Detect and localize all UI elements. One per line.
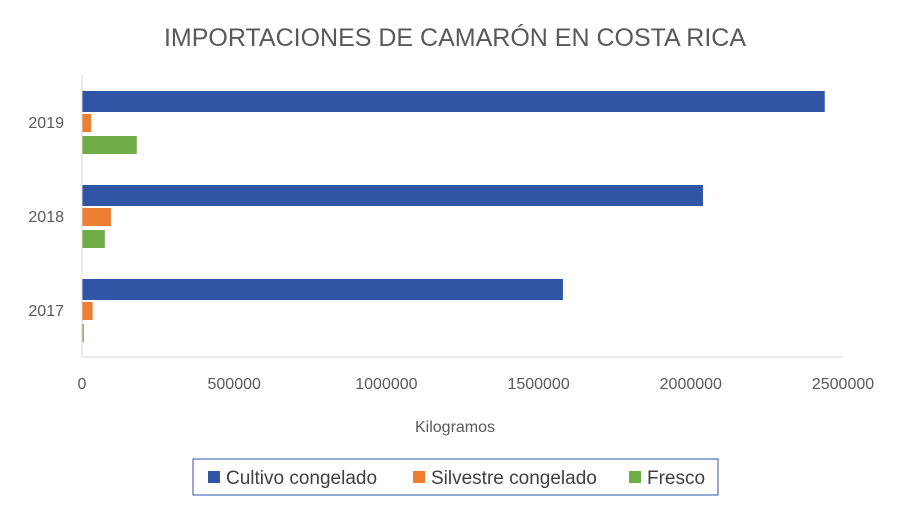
y-tick-label: 2019 (28, 115, 64, 132)
x-tick-label: 1500000 (507, 376, 569, 393)
bar-2018-fresco (82, 230, 105, 248)
legend: Cultivo congelado Silvestre congelado Fres… (192, 458, 719, 496)
bar-2019-cultivo-congelado (82, 91, 825, 112)
x-tick-label: 1000000 (355, 376, 417, 393)
bar-2019-silvestre-congelado (82, 114, 92, 132)
legend-swatch (413, 471, 425, 483)
y-tick-label: 2018 (28, 209, 64, 226)
x-tick-labels: 0 500000 1000000 1500000 2000000 2500000 (78, 376, 875, 393)
bar-2017-fresco (82, 324, 84, 342)
legend-label: Fresco (647, 468, 705, 489)
legend-swatch (208, 471, 220, 483)
chart-title: IMPORTACIONES DE CAMARÓN EN COSTA RICA (164, 23, 746, 52)
x-tick-label: 2500000 (812, 376, 874, 393)
legend-label: Cultivo congelado (226, 468, 377, 489)
legend-swatch (629, 471, 641, 483)
bar-2017-cultivo-congelado (82, 279, 563, 300)
bar-2018-silvestre-congelado (82, 208, 111, 226)
y-tick-label: 2017 (28, 303, 64, 320)
x-tick-label: 500000 (208, 376, 261, 393)
y-tick-labels: 2019 2018 2017 (28, 115, 64, 320)
x-axis-title: Kilogramos (415, 419, 495, 436)
bar-2019-fresco (82, 136, 137, 154)
bar-2018-cultivo-congelado (82, 185, 703, 206)
x-tick-label: 0 (78, 376, 87, 393)
bar-2017-silvestre-congelado (82, 302, 93, 320)
legend-label: Silvestre congelado (431, 468, 597, 489)
x-tick-label: 2000000 (660, 376, 722, 393)
plot-area (82, 91, 825, 342)
